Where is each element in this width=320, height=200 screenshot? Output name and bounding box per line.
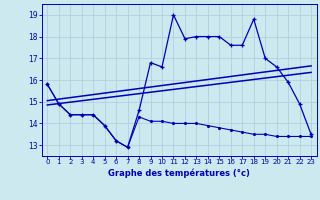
X-axis label: Graphe des températures (°c): Graphe des températures (°c) xyxy=(108,168,250,178)
